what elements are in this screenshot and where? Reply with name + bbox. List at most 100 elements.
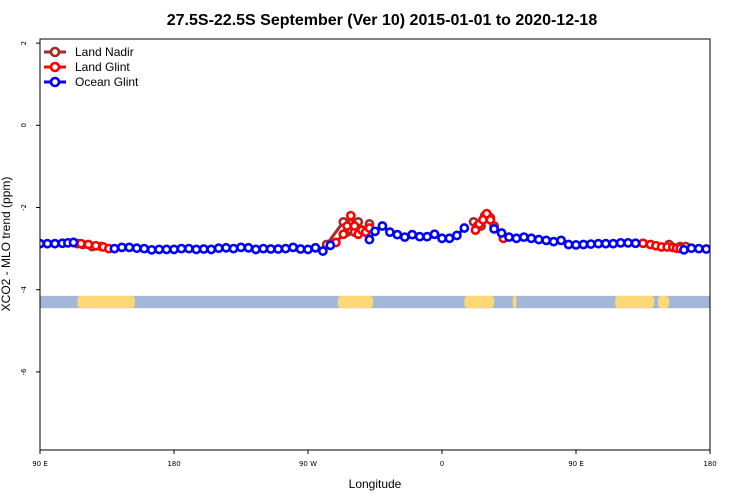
data-point xyxy=(608,238,619,249)
land-segment xyxy=(464,295,495,309)
data-point xyxy=(325,240,336,251)
data-point xyxy=(504,232,514,243)
data-point xyxy=(429,229,440,240)
data-point xyxy=(459,223,470,233)
data-point xyxy=(213,243,224,254)
data-point xyxy=(139,243,150,254)
data-point xyxy=(370,226,380,237)
data-point xyxy=(243,242,254,253)
data-point xyxy=(422,231,433,242)
data-point xyxy=(345,210,356,221)
data-point xyxy=(236,242,246,253)
legend-label: Land Glint xyxy=(75,60,130,74)
data-point xyxy=(496,228,507,238)
data-point xyxy=(585,239,596,249)
data-point xyxy=(407,229,418,240)
data-point xyxy=(154,244,165,255)
data-point xyxy=(541,235,552,246)
y-tick-label: 0 xyxy=(20,123,28,127)
data-point xyxy=(206,244,217,255)
x-axis-label: Longitude xyxy=(349,477,402,491)
land-segment xyxy=(337,295,374,309)
data-point xyxy=(258,243,269,254)
data-point xyxy=(364,234,375,245)
data-point xyxy=(295,244,306,254)
data-point xyxy=(399,232,410,243)
data-point xyxy=(49,238,60,249)
y-tick-label: 2 xyxy=(20,41,28,45)
data-point xyxy=(76,238,86,249)
plot-frame xyxy=(39,38,711,451)
data-point xyxy=(198,244,209,254)
data-point xyxy=(273,244,284,254)
legend-item: Ocean Glint xyxy=(44,75,139,89)
x-tick-label: 180 xyxy=(167,460,180,468)
data-point xyxy=(183,243,194,254)
data-point xyxy=(191,244,202,255)
data-point xyxy=(392,229,403,240)
land-segment xyxy=(615,295,655,309)
data-point xyxy=(42,238,53,249)
data-point xyxy=(600,238,611,249)
data-point xyxy=(578,239,589,250)
legend-label: Ocean Glint xyxy=(75,75,139,89)
data-point xyxy=(384,227,395,238)
data-point xyxy=(338,229,349,240)
data-point xyxy=(693,243,704,254)
data-point xyxy=(511,233,522,244)
data-point xyxy=(623,237,634,248)
data-point xyxy=(444,233,455,244)
x-tick-label: 90 W xyxy=(299,460,317,468)
data-point xyxy=(701,244,710,254)
series-layer xyxy=(40,208,710,256)
data-point xyxy=(116,242,127,253)
ocean-band xyxy=(40,295,710,309)
data-point xyxy=(83,239,94,250)
data-point xyxy=(526,233,537,244)
legend-label: Land Nadir xyxy=(75,45,134,59)
data-point xyxy=(303,244,313,255)
data-point xyxy=(708,246,710,254)
legend-item: Land Glint xyxy=(44,60,130,74)
series-land-glint xyxy=(76,208,686,254)
x-tick-label: 0 xyxy=(440,460,444,468)
x-tick-label: 90 E xyxy=(32,460,48,468)
x-axis: 90 E 180 90 W 0 90 E 180 xyxy=(32,450,717,468)
data-point xyxy=(630,238,641,249)
data-point xyxy=(518,232,529,243)
data-point xyxy=(288,242,299,253)
x-tick-label: 90 E xyxy=(568,460,584,468)
y-axis-label: XCO2 - MLO trend (ppm) xyxy=(0,177,13,312)
legend-swatch-marker xyxy=(49,76,61,88)
y-tick-label: -2 xyxy=(20,204,28,211)
series-ocean-glint xyxy=(40,221,710,256)
data-point xyxy=(310,242,321,253)
data-point xyxy=(124,242,135,253)
data-point xyxy=(109,243,120,254)
data-point xyxy=(161,244,172,255)
data-point xyxy=(342,221,352,231)
data-point xyxy=(349,221,360,231)
data-point xyxy=(176,243,187,254)
data-point xyxy=(571,240,581,250)
data-point xyxy=(317,246,328,256)
data-point xyxy=(250,244,261,255)
data-point xyxy=(437,233,447,244)
data-point xyxy=(221,242,232,253)
legend-item: Land Nadir xyxy=(44,45,134,59)
data-point xyxy=(146,244,157,255)
data-point xyxy=(563,239,574,250)
data-point xyxy=(451,230,462,241)
y-tick-label: -4 xyxy=(20,286,28,294)
data-point xyxy=(265,244,276,254)
land-ocean-strip xyxy=(40,295,710,309)
data-point xyxy=(489,223,500,234)
data-point xyxy=(686,243,697,254)
data-point xyxy=(280,243,291,254)
data-point xyxy=(638,238,648,249)
data-point xyxy=(556,235,567,246)
data-point xyxy=(377,221,388,231)
x-tick-label: 180 xyxy=(703,460,716,468)
